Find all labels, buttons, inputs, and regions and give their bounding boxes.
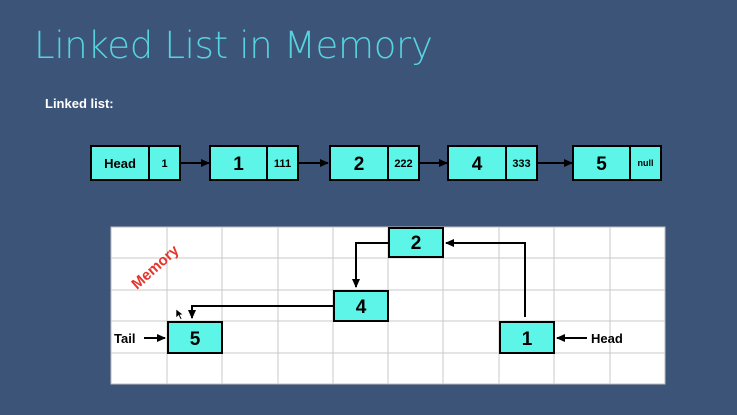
linked-list-row: Head 1 1 111 2 222 4 333 5 <box>90 145 662 181</box>
head-node: Head 1 <box>90 145 181 181</box>
list-node-5: 5 null <box>572 145 662 181</box>
node-value: 2 <box>354 154 365 175</box>
memory-cell-4: 4 <box>333 290 389 322</box>
head-node-label: Head <box>104 156 136 171</box>
memory-cell-value: 2 <box>411 233 422 254</box>
node-pointer: 333 <box>512 158 530 170</box>
memory-cell-5: 5 <box>167 321 223 354</box>
node-pointer: 111 <box>274 158 291 170</box>
arrow-1-to-2 <box>445 239 526 317</box>
arrow-4-to-5 <box>188 305 333 319</box>
node-value: 1 <box>233 154 244 175</box>
list-node-1: 1 111 <box>209 145 299 181</box>
memory-cell-1: 1 <box>499 321 555 354</box>
linked-list-caption: Linked list: <box>45 96 114 111</box>
node-value: 5 <box>596 154 607 175</box>
memory-cell-2: 2 <box>388 227 444 258</box>
mouse-cursor-icon <box>175 308 184 320</box>
node-pointer-null: null <box>638 158 654 168</box>
slide-title: Linked List in Memory <box>34 24 433 67</box>
head-label: Head <box>591 331 623 346</box>
head-node-pointer: 1 <box>161 158 167 170</box>
tail-label: Tail <box>114 331 135 346</box>
list-node-4: 4 333 <box>447 145 538 181</box>
node-pointer: 222 <box>394 158 412 170</box>
memory-cell-value: 4 <box>356 297 367 318</box>
arrow-2-to-4 <box>352 242 388 288</box>
list-node-2: 2 222 <box>329 145 420 181</box>
memory-cell-value: 1 <box>522 329 533 350</box>
node-value: 4 <box>472 154 483 175</box>
memory-cell-value: 5 <box>190 329 201 350</box>
